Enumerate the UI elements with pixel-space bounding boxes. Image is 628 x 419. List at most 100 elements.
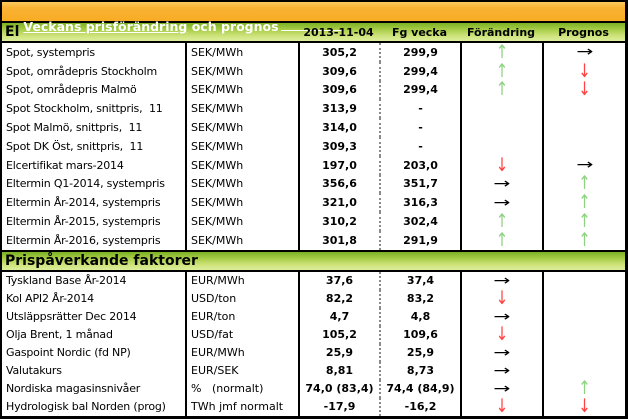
unit-cell: SEK/MWh — [185, 212, 298, 231]
current-value-cell: 313,9 — [298, 99, 379, 119]
current-value-cell: 37,6 — [298, 271, 379, 290]
previous-value-cell: 8,73 — [379, 361, 460, 380]
unit-cell: USD/ton — [185, 289, 298, 308]
right-arrow-icon: → — [493, 194, 511, 211]
table-row: Eltermin År-2016, systempris SEK/MWh 301,8… — [2, 230, 625, 250]
table-row: Elcertifikat mars-2014 SEK/MWh 197,0 203,0 ↓… — [2, 155, 625, 175]
unit-cell: SEK/MWh — [185, 155, 298, 175]
forecast-cell — [542, 289, 625, 308]
table-row: Valutakurs EUR/SEK 8,81 8,73 → — [2, 361, 625, 380]
table-row: Nordiska magasinsnivåer % (normalt) 74,0 (… — [2, 379, 625, 398]
change-cell: → — [460, 361, 542, 380]
change-cell: ↑ — [460, 230, 542, 250]
row-label: Hydrologisk bal Norden (prog) — [6, 400, 166, 414]
current-value-cell: 321,0 — [298, 193, 379, 213]
row-label: Spot DK Öst, snittpris, 11 — [6, 139, 144, 153]
row-label: Spot, systempris — [6, 45, 95, 59]
current-value-cell: 105,2 — [298, 325, 379, 344]
previous-value-cell: - — [379, 99, 460, 119]
previous-value-cell: - — [379, 118, 460, 137]
row-label: Eltermin År-2014, systempris — [6, 196, 161, 210]
row-label: Kol API2 År-2014 — [6, 292, 94, 306]
unit-cell: EUR/MWh — [185, 343, 298, 362]
unit-cell: EUR/MWh — [185, 271, 298, 290]
table-row: Eltermin År-2015, systempris SEK/MWh 310,2… — [2, 212, 625, 231]
change-cell: → — [460, 307, 542, 326]
table-row: Olja Brent, 1 månad USD/fat 105,2 109,6 ↓ — [2, 325, 625, 344]
forecast-cell — [542, 361, 625, 380]
current-value-cell: 8,81 — [298, 361, 379, 380]
current-value-cell: 309,6 — [298, 80, 379, 100]
forecast-cell: ↑ — [542, 193, 625, 213]
forecast-cell — [542, 343, 625, 362]
up-arrow-icon: ↑ — [495, 61, 509, 81]
unit-cell: SEK/MWh — [185, 43, 298, 62]
unit-cell: SEK/MWh — [185, 174, 298, 194]
previous-value-cell: 37,4 — [379, 271, 460, 290]
row-label: Eltermin År-2016, systempris — [6, 233, 161, 247]
forecast-cell: ↓ — [542, 61, 625, 81]
up-arrow-icon: ↑ — [578, 379, 591, 398]
right-arrow-icon: → — [493, 272, 511, 289]
row-label: Spot Stockholm, snittpris, 11 — [6, 102, 163, 116]
forecast-cell — [542, 136, 625, 156]
down-arrow-icon: ↓ — [578, 397, 591, 416]
up-arrow-icon: ↑ — [578, 212, 591, 231]
change-cell: → — [460, 271, 542, 290]
forecast-cell — [542, 271, 625, 290]
previous-value-cell: 203,0 — [379, 155, 460, 175]
current-value-cell: 4,7 — [298, 307, 379, 326]
right-arrow-icon: → — [493, 362, 511, 379]
section-label-el: El — [5, 24, 20, 40]
table-row: Spot Malmö, snittpris, 11 SEK/MWh 314,0- — [2, 118, 625, 137]
previous-value-cell: 25,9 — [379, 343, 460, 362]
forecast-cell: ↑ — [542, 212, 625, 231]
right-arrow-icon: → — [493, 380, 511, 397]
previous-value-cell: 74,4 (84,9) — [379, 379, 460, 398]
down-arrow-icon: ↓ — [578, 80, 591, 100]
table-row: Kol API2 År-2014 USD/ton 82,2 83,2 ↓ — [2, 289, 625, 308]
change-cell: ↓ — [460, 155, 542, 175]
down-arrow-icon: ↓ — [495, 289, 509, 308]
right-arrow-icon: → — [493, 175, 511, 192]
forecast-cell — [542, 99, 625, 119]
table-row: Tyskland Base År-2014 EUR/MWh 37,6 37,4 → — [2, 271, 625, 290]
row-label: Olja Brent, 1 månad — [6, 328, 113, 342]
forecast-cell — [542, 307, 625, 326]
current-value-cell: 82,2 — [298, 289, 379, 308]
table-row: Spot, systempris SEK/MWh 305,2 299,9 ↑ → — [2, 43, 625, 62]
change-cell: ↑ — [460, 43, 542, 62]
up-arrow-icon: ↑ — [578, 193, 591, 213]
table-row: Spot, områdepris Malmö SEK/MWh 309,6 299,4 ↑… — [2, 80, 625, 100]
section-header-el: El 2013-11-04 Fg vecka Förändring Progno… — [2, 21, 625, 43]
section-header-factors: Prispåverkande faktorer — [2, 249, 625, 272]
forecast-cell: ↓ — [542, 80, 625, 100]
row-label: Eltermin Q1-2014, systempris — [6, 177, 165, 191]
unit-cell: SEK/MWh — [185, 80, 298, 100]
change-cell: → — [460, 174, 542, 194]
previous-value-cell: - — [379, 136, 460, 156]
right-arrow-icon: → — [493, 344, 511, 361]
previous-value-cell: -16,2 — [379, 397, 460, 416]
up-arrow-icon: ↑ — [578, 230, 591, 250]
column-header-change: Förändring — [466, 25, 536, 39]
column-header-date: 2013-11-04 — [303, 25, 374, 39]
forecast-cell: ↑ — [542, 379, 625, 398]
current-value-cell: 25,9 — [298, 343, 379, 362]
up-arrow-icon: ↑ — [495, 212, 509, 231]
row-label: Eltermin År-2015, systempris — [6, 215, 161, 229]
up-arrow-icon: ↑ — [495, 43, 509, 62]
unit-cell: USD/fat — [185, 325, 298, 344]
current-value-cell: 310,2 — [298, 212, 379, 231]
column-header-forecast: Prognos — [558, 25, 609, 39]
column-header-previous-week: Fg vecka — [391, 25, 448, 39]
unit-cell: EUR/SEK — [185, 361, 298, 380]
forecast-cell: ↑ — [542, 230, 625, 250]
down-arrow-icon: ↓ — [495, 155, 509, 175]
change-cell — [460, 99, 542, 119]
el-rows-group: Spot, systempris SEK/MWh 305,2 299,9 ↑ → Spot,… — [2, 43, 625, 250]
right-arrow-icon: → — [493, 308, 511, 325]
table-row: Spot Stockholm, snittpris, 11 SEK/MWh 313,… — [2, 99, 625, 119]
down-arrow-icon: ↓ — [495, 325, 509, 344]
previous-value-cell: 299,9 — [379, 43, 460, 62]
